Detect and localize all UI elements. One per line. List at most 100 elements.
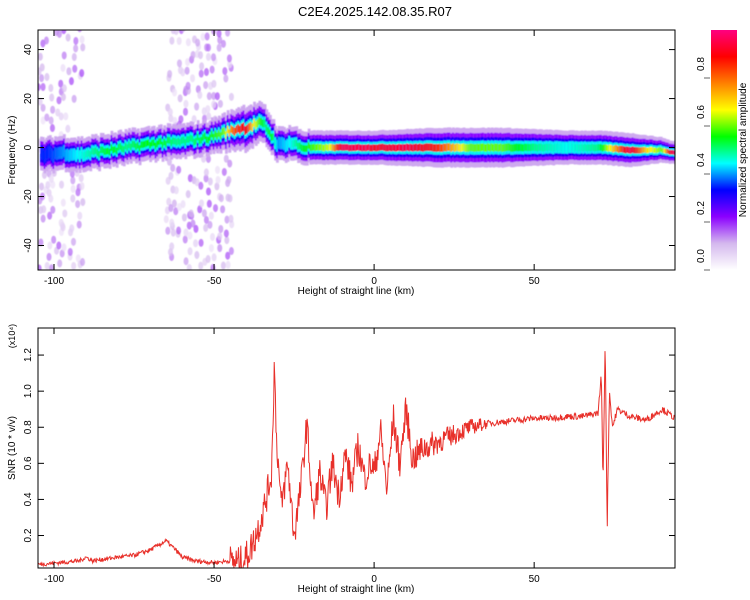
spectrogram-cell [651, 146, 654, 153]
spectrogram-cell [415, 143, 418, 151]
spectrogram-cell [562, 144, 566, 152]
spectrogram-cell [131, 140, 135, 148]
spectrogram-cell [371, 144, 374, 152]
spectrogram-cell [311, 144, 315, 151]
spectrogram-noise-cell [187, 174, 193, 183]
spectrogram-noise-cell [48, 194, 54, 203]
spectrogram-noise-cell [215, 175, 221, 184]
spectrogram-cell [189, 134, 193, 142]
spectrogram-cell [40, 150, 43, 157]
spectrogram-cell [228, 129, 232, 137]
spectrogram-cell [552, 144, 556, 152]
spectrogram-cell [316, 143, 320, 151]
spectrogram-cell [230, 125, 234, 133]
colorbar-ticks: 0.0 0.2 0.4 0.6 0.8 [696, 57, 710, 271]
spectrogram-cell [180, 137, 184, 144]
spectrogram-cell [439, 144, 443, 152]
spectrogram-cell [592, 144, 596, 152]
spectrogram-noise-cell [169, 36, 175, 45]
spectrogram-noise-cell [56, 96, 62, 105]
spectrogram-cell [378, 144, 381, 151]
spectrogram-cell [203, 132, 207, 140]
spectrogram-cell [450, 144, 454, 152]
spectrogram-noise-cell [217, 35, 223, 44]
snr-x-axis: -100 -50 0 50 [44, 328, 540, 585]
colorbar: 0.0 0.2 0.4 0.6 0.8 Normalized spectral ampl… [696, 30, 749, 271]
colorbar-label: Normalized spectral amplitude [738, 82, 749, 217]
spectrogram-cell [538, 143, 542, 151]
spectrogram-cell [517, 143, 521, 152]
spectrogram-cell [276, 142, 279, 150]
spectrogram-cell [490, 143, 494, 152]
spectrogram-noise-cell [60, 63, 66, 72]
spectrogram-cell [621, 145, 624, 153]
spectrogram-cell [43, 153, 47, 160]
spectrogram-noise-cell [185, 190, 191, 199]
spectrogram-cell [430, 143, 434, 152]
spectrogram-cell [205, 136, 209, 143]
spectrogram-cell [219, 132, 223, 140]
spectrogram-noise-cell [48, 174, 54, 183]
spectrogram-cell [200, 136, 204, 144]
spectrogram-noise-cell [49, 93, 55, 102]
spectrogram-cell [101, 146, 105, 154]
snr-x-tick-label: 50 [529, 574, 541, 585]
spectrogram-cell [50, 151, 54, 158]
spectrogram-cell [536, 144, 540, 152]
spectrogram-cell [508, 143, 512, 151]
spectrogram-cell [432, 144, 436, 152]
spectrogram-noise-cell [69, 224, 75, 233]
spectrogram-noise-cell [194, 251, 200, 260]
spectrogram-noise-cell [197, 205, 203, 214]
spectrogram-cell [66, 151, 70, 159]
spectrogram-cell [518, 143, 522, 152]
spectrogram-noise-cell [79, 35, 85, 44]
spectrogram-cell [402, 144, 406, 152]
spectrogram-cell [663, 148, 667, 153]
spectrogram-noise-cell [58, 112, 64, 121]
spectrogram-cell [351, 144, 355, 152]
spectrogram-noise-cell [182, 235, 188, 244]
spectrogram-noise-cell [227, 159, 233, 168]
spectrogram-cell [193, 138, 197, 146]
spectrogram-x-tick-label: -50 [207, 276, 222, 287]
spectrogram-noise-cell [62, 209, 68, 218]
spectrogram-cell [445, 143, 448, 152]
spectrogram-noise-cell [60, 198, 66, 207]
spectrogram-cell [358, 144, 362, 151]
spectrogram-cell [631, 146, 635, 153]
spectrogram-cell [459, 144, 462, 152]
spectrogram-cell [103, 148, 107, 155]
spectrogram-noise-cell [176, 203, 182, 212]
spectrogram-cell [555, 143, 559, 151]
spectrogram-noise-cell [203, 174, 209, 183]
spectrogram-noise-cell [217, 232, 223, 241]
spectrogram-cell [267, 127, 271, 135]
spectrogram-noise-cell [67, 247, 73, 256]
spectrogram-cell [357, 143, 360, 151]
spectrogram-cell [142, 141, 146, 148]
spectrogram-noise-cell [43, 36, 49, 45]
spectrogram-noise-cell [72, 64, 78, 73]
spectrogram-cell [478, 143, 482, 152]
spectrogram-cell [323, 144, 327, 152]
spectrogram-noise-cell [168, 171, 174, 180]
spectrogram-cell [233, 127, 237, 136]
spectrogram-cell [571, 143, 575, 151]
spectrogram-cell [489, 143, 492, 152]
spectrogram-noise-cell [181, 213, 187, 222]
spectrogram-noise-cell [48, 116, 54, 125]
spectrogram-noise-cell [205, 255, 211, 264]
spectrogram-cell [339, 143, 343, 151]
spectrogram-cell [237, 124, 241, 133]
spectrogram-noise-cell [215, 165, 221, 174]
spectrogram-x-tick-label: 50 [529, 276, 541, 287]
spectrogram-cell [52, 153, 56, 160]
spectrogram-noise-cell [198, 238, 204, 247]
spectrogram-cell [606, 145, 610, 152]
spectrogram-noise-cell [76, 220, 82, 229]
snr-panel: -100 -50 0 50 0.2 0.4 0.6 0.8 1.0 1.2 Height of … [7, 324, 676, 595]
spectrogram-cell [654, 147, 658, 153]
spectrogram-cell [481, 143, 485, 152]
spectrogram-noise-cell [225, 260, 231, 269]
